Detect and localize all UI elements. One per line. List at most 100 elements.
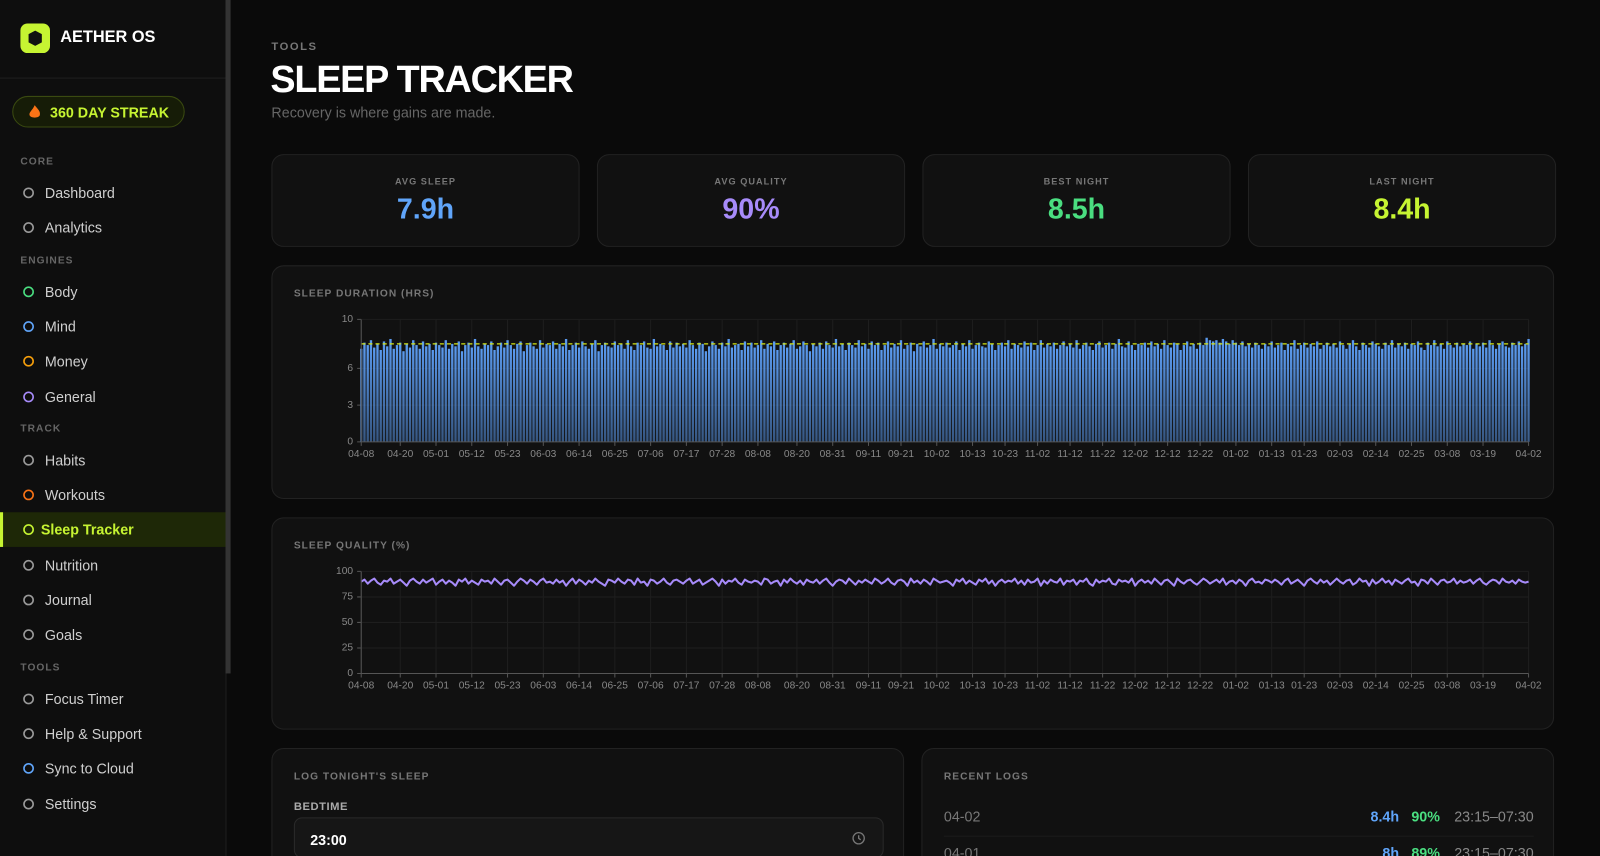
y-tick-label: 0 <box>347 437 353 448</box>
bar <box>1179 349 1182 442</box>
bar <box>451 343 454 442</box>
page-subtitle: Recovery is where gains are made. <box>271 104 496 121</box>
bar <box>1221 338 1225 442</box>
nav-icon <box>23 559 34 571</box>
field-label: BEDTIME <box>293 801 348 814</box>
duration-chart: SLEEP DURATION (HRS) 0 3 6 10 04-08 04-20 05-01… <box>294 289 1542 460</box>
stat-label: BEST NIGHT <box>1043 176 1110 187</box>
bar <box>1303 342 1306 442</box>
bar <box>1348 343 1351 442</box>
log-duration: 8.4h <box>1370 808 1400 825</box>
bar <box>737 343 740 442</box>
bar <box>646 347 649 442</box>
bar <box>597 351 600 442</box>
bar <box>1055 348 1059 442</box>
bar <box>838 346 841 442</box>
bar <box>590 343 594 442</box>
bar <box>392 348 395 442</box>
bar <box>496 346 499 442</box>
nav-item[interactable]: Mind <box>0 309 226 344</box>
icon-shape <box>23 629 34 641</box>
bar <box>1420 347 1423 442</box>
bar <box>1237 345 1241 442</box>
bar <box>600 345 604 442</box>
nav-item[interactable]: Sleep Tracker <box>0 512 229 548</box>
bar <box>516 343 519 442</box>
bar <box>421 341 425 442</box>
bar <box>509 345 512 442</box>
bar <box>1026 346 1029 442</box>
nav-item[interactable]: Money <box>0 344 226 379</box>
nav-label: Help & Support <box>44 725 142 742</box>
bar <box>981 346 984 442</box>
nav-item[interactable]: Dashboard <box>0 176 226 211</box>
bar <box>1078 348 1082 442</box>
x-tick-label: 01-23 <box>1291 449 1317 460</box>
nav-label: Money <box>44 353 88 370</box>
bar <box>971 348 974 442</box>
bar <box>574 342 578 442</box>
bar <box>652 338 656 442</box>
x-tick-label: 02-25 <box>1398 680 1424 691</box>
section-label: TRACK <box>20 423 62 435</box>
nav-item[interactable]: Body <box>0 274 226 309</box>
bar <box>1517 341 1520 442</box>
bar <box>665 349 669 442</box>
bar <box>860 346 864 442</box>
bar <box>389 338 392 442</box>
bar <box>844 349 847 442</box>
bar <box>857 340 860 442</box>
bar <box>1449 345 1452 442</box>
bar <box>1397 343 1400 442</box>
nav-item[interactable]: Analytics <box>0 211 226 246</box>
y-tick-label: 6 <box>347 363 353 374</box>
x-tick-label: 01-13 <box>1259 680 1285 691</box>
bar <box>942 346 945 442</box>
x-tick-label: 06-14 <box>566 449 592 460</box>
nav-item[interactable]: Focus Timer <box>0 681 226 716</box>
nav-item[interactable]: Settings <box>0 786 226 821</box>
bar <box>1400 346 1403 442</box>
x-tick-label: 12-02 <box>1122 449 1148 460</box>
bar <box>792 340 795 442</box>
quality-chart: SLEEP QUALITY (%) 0 25 50 75 100 04-08 04-20 05-… <box>294 541 1542 692</box>
bar <box>561 346 564 442</box>
bar <box>834 338 838 442</box>
bar <box>1169 347 1173 442</box>
stat-card: AVG SLEEP 7.9h <box>271 154 580 247</box>
bar <box>584 346 587 442</box>
stat-value: 90% <box>722 192 780 225</box>
bar <box>714 345 717 442</box>
bar <box>997 345 1000 442</box>
nav-item[interactable]: Nutrition <box>0 548 226 583</box>
nav-item[interactable]: Habits <box>0 443 226 478</box>
nav-icon <box>23 454 34 466</box>
bar <box>412 340 415 442</box>
streak-badge[interactable]: 360 DAY STREAK <box>12 95 185 128</box>
log-time: 23:15–07:30 <box>1454 808 1534 825</box>
y-tick-label: 10 <box>342 314 354 325</box>
bar <box>408 347 412 442</box>
x-tick-label: 08-20 <box>784 680 810 691</box>
nav-item[interactable]: General <box>0 379 226 414</box>
nav-item[interactable]: Journal <box>0 583 226 618</box>
bar <box>503 347 506 442</box>
nav-item[interactable]: Goals <box>0 618 226 653</box>
nav-item[interactable]: Help & Support <box>0 716 226 751</box>
time-input[interactable]: 23:00 <box>293 817 884 856</box>
bar <box>743 341 747 442</box>
log-quality: 89% <box>1411 844 1440 856</box>
bar <box>668 341 672 442</box>
bar <box>841 343 844 442</box>
bar <box>1488 340 1491 442</box>
bar <box>763 348 766 442</box>
chart-title: SLEEP QUALITY (%) <box>294 541 411 552</box>
bar <box>519 341 522 442</box>
bar <box>1020 347 1023 442</box>
nav-item[interactable]: Workouts <box>0 478 226 513</box>
nav-item[interactable]: Sync to Cloud <box>0 751 226 786</box>
bar <box>1224 341 1228 442</box>
bar <box>802 341 805 442</box>
bar <box>968 340 971 442</box>
bar <box>473 338 477 442</box>
